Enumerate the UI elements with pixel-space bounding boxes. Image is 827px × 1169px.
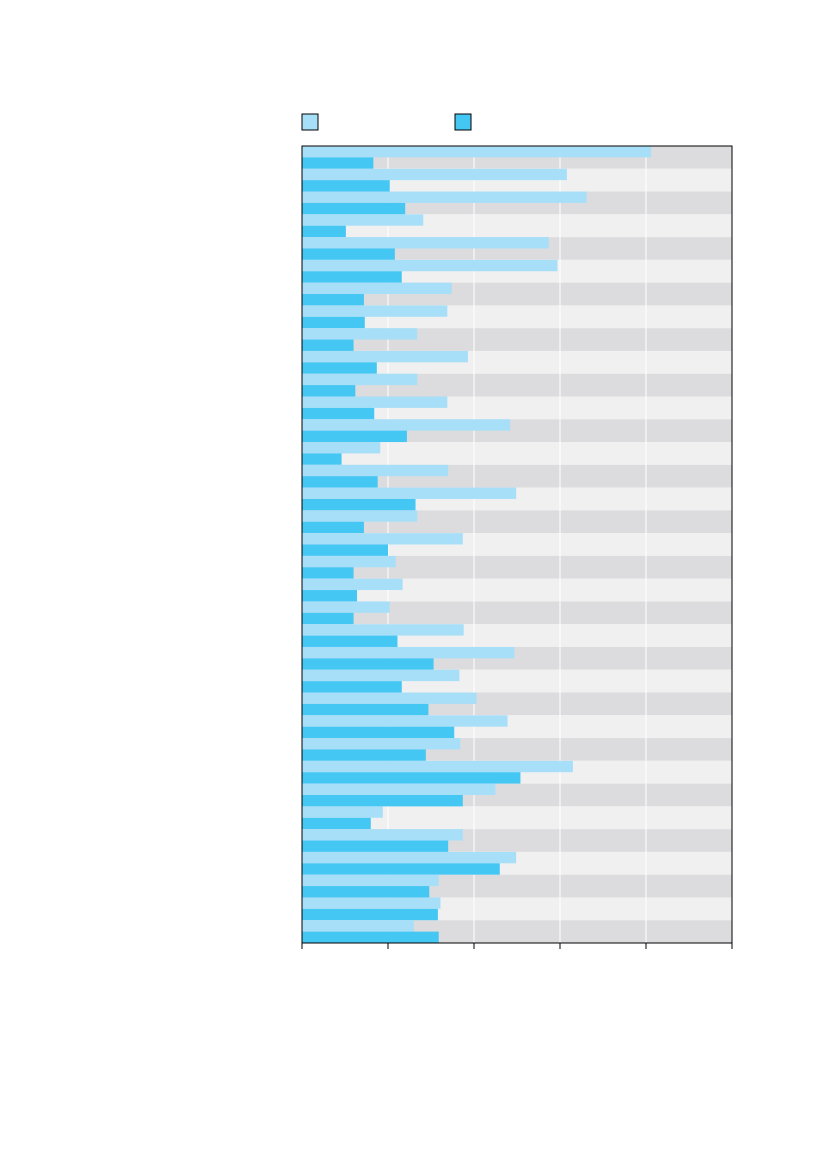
bar-light xyxy=(302,578,403,591)
bar-dark xyxy=(302,794,463,807)
bar-dark xyxy=(302,772,521,784)
bar-light xyxy=(302,555,396,568)
bar-dark xyxy=(302,863,500,875)
legend-swatch-light xyxy=(301,113,319,131)
bar-dark xyxy=(302,476,378,488)
legend-swatch-dark xyxy=(454,113,472,131)
bar-light xyxy=(302,829,463,841)
bar-dark xyxy=(302,886,430,898)
plot-frame xyxy=(301,145,733,944)
bar-light xyxy=(302,168,567,181)
bar-dark xyxy=(302,658,434,670)
row-band xyxy=(302,806,732,830)
bar-light xyxy=(302,396,448,408)
bar-light xyxy=(302,442,381,454)
bar-dark xyxy=(302,271,402,283)
bar-dark xyxy=(302,703,429,716)
bar-dark xyxy=(302,407,375,420)
bar-light xyxy=(302,146,652,158)
bar-light xyxy=(302,738,461,750)
bar-dark xyxy=(302,908,438,921)
bar-dark xyxy=(302,362,377,374)
bar-dark xyxy=(302,453,342,465)
row-band xyxy=(302,601,732,625)
bar-light xyxy=(302,464,449,477)
bar-light xyxy=(302,851,517,864)
bar-dark xyxy=(302,612,354,625)
bar-dark xyxy=(302,157,374,169)
bar-dark xyxy=(302,544,388,556)
bar-light xyxy=(302,214,424,226)
bar-dark xyxy=(302,681,402,693)
row-band xyxy=(302,578,732,602)
bar-dark xyxy=(302,567,354,579)
bar-dark xyxy=(302,180,390,192)
bar-dark xyxy=(302,931,439,943)
bar-light xyxy=(302,920,414,932)
bar-light xyxy=(302,282,452,295)
bar-dark xyxy=(302,817,371,830)
bar-dark xyxy=(302,248,395,260)
bar-light xyxy=(302,760,573,773)
bar-light xyxy=(302,692,477,704)
bar-dark xyxy=(302,385,356,397)
x-axis xyxy=(301,145,733,949)
bar-light xyxy=(302,715,508,727)
bar-dark xyxy=(302,635,398,647)
bar-light xyxy=(302,646,515,659)
bar-light xyxy=(302,874,439,887)
row-band xyxy=(302,442,732,465)
bar-light xyxy=(302,237,549,249)
bar-dark xyxy=(302,339,354,351)
bar-light xyxy=(302,601,390,613)
bar-dark xyxy=(302,430,407,443)
bar-light xyxy=(302,669,460,682)
bar-dark xyxy=(302,521,364,534)
bar-light xyxy=(302,328,418,340)
bar-light xyxy=(302,487,517,499)
bar-dark xyxy=(302,294,364,306)
bar-dark xyxy=(302,225,346,238)
bar-light xyxy=(302,897,441,909)
bar-dark xyxy=(302,840,449,852)
bar-dark xyxy=(302,202,406,215)
row-band xyxy=(302,555,732,579)
bar-light xyxy=(302,350,468,363)
bar-light xyxy=(302,305,448,317)
bar-dark xyxy=(302,316,365,329)
bar-dark xyxy=(302,498,416,511)
bar-dark xyxy=(302,726,455,739)
bar-light xyxy=(302,806,383,818)
bar-dark xyxy=(302,590,358,602)
bar-dark xyxy=(302,749,426,761)
bar-light xyxy=(302,191,587,203)
bar-light xyxy=(302,419,511,431)
bar-light xyxy=(302,624,464,636)
bar-light xyxy=(302,533,463,545)
bars xyxy=(302,146,652,943)
bar-light xyxy=(302,510,418,522)
bar-light xyxy=(302,783,496,795)
bar-light xyxy=(302,259,558,272)
legend xyxy=(301,113,472,131)
bar-light xyxy=(302,373,418,386)
